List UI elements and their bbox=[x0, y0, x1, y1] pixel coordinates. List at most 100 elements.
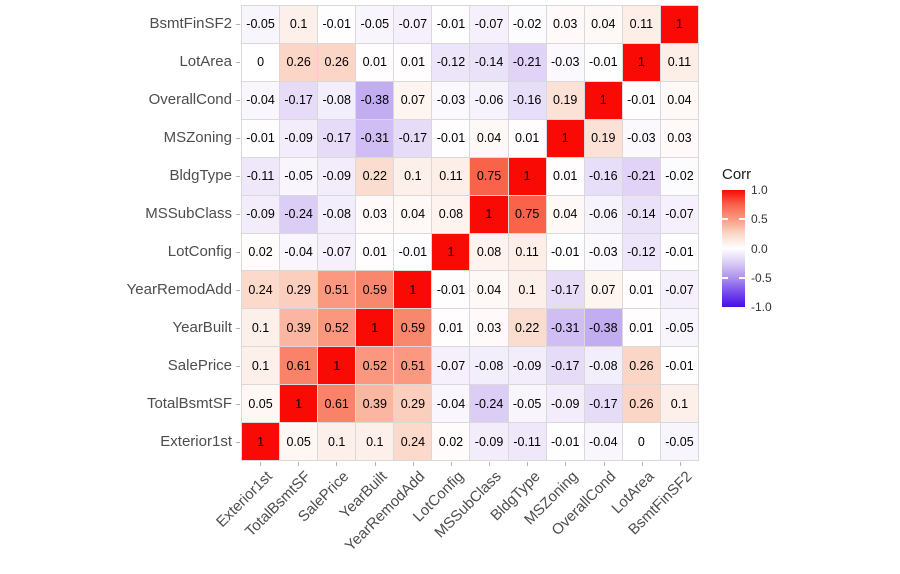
heatmap-cell: -0.21 bbox=[508, 43, 547, 82]
y-axis-tick bbox=[236, 176, 240, 177]
heatmap-cell: 0.1 bbox=[394, 157, 433, 196]
heatmap-cell: -0.17 bbox=[584, 385, 623, 424]
heatmap-cell: 0.01 bbox=[356, 233, 395, 272]
heatmap-cell: -0.07 bbox=[394, 6, 433, 44]
heatmap-cell: 0.61 bbox=[318, 385, 357, 424]
legend-tick-label: 1.0 bbox=[751, 183, 768, 197]
heatmap-cell: 0.51 bbox=[318, 271, 357, 310]
y-axis-tick bbox=[236, 404, 240, 405]
heatmap-cell: -0.02 bbox=[508, 6, 547, 44]
heatmap-cell: -0.17 bbox=[546, 271, 585, 310]
heatmap-cell: 0.61 bbox=[280, 347, 319, 386]
heatmap-cell: 1 bbox=[356, 309, 395, 348]
heatmap-cell: 0.29 bbox=[280, 271, 319, 310]
heatmap-cell: 0.26 bbox=[622, 347, 661, 386]
heatmap-cell: -0.07 bbox=[470, 6, 509, 44]
heatmap-cell: 0.1 bbox=[508, 271, 547, 310]
heatmap-cell: -0.01 bbox=[622, 81, 661, 120]
heatmap-cell: -0.01 bbox=[432, 271, 471, 310]
heatmap-cell: -0.21 bbox=[622, 157, 661, 196]
y-axis-label: LotArea bbox=[179, 53, 232, 70]
y-axis-tick bbox=[236, 252, 240, 253]
heatmap-cell: 0.08 bbox=[432, 195, 471, 234]
heatmap-cell: 0.04 bbox=[394, 195, 433, 234]
y-axis-tick bbox=[236, 24, 240, 25]
heatmap-cell: -0.06 bbox=[470, 81, 509, 120]
legend-tick-label: -0.5 bbox=[751, 270, 772, 285]
x-axis-tick bbox=[336, 462, 338, 466]
heatmap-cell: -0.07 bbox=[660, 271, 699, 310]
heatmap-cell: -0.01 bbox=[432, 6, 471, 44]
heatmap-cell: 0.24 bbox=[394, 423, 433, 461]
y-axis-tick bbox=[236, 328, 240, 329]
heatmap-cell: -0.09 bbox=[318, 157, 357, 196]
heatmap-cell: 0.03 bbox=[470, 309, 509, 348]
heatmap-cell: 0.75 bbox=[470, 157, 509, 196]
heatmap-cell: 0.11 bbox=[660, 43, 699, 82]
legend-tick-mark bbox=[739, 276, 745, 279]
heatmap-cell: -0.07 bbox=[432, 347, 471, 386]
heatmap-cell: -0.09 bbox=[546, 385, 585, 424]
heatmap-cell: 0.26 bbox=[622, 385, 661, 424]
heatmap-cell: 0.04 bbox=[660, 81, 699, 120]
heatmap-cell: 1 bbox=[508, 157, 547, 196]
heatmap-cell: -0.05 bbox=[508, 385, 547, 424]
heatmap-cell: 1 bbox=[394, 271, 433, 310]
y-axis-label: Exterior1st bbox=[160, 433, 232, 450]
x-axis-tick bbox=[260, 462, 262, 466]
heatmap-cell: 0.51 bbox=[394, 347, 433, 386]
heatmap-cell: 0.52 bbox=[318, 309, 357, 348]
heatmap-grid: -0.05 0.1 -0.01 -0.05 -0.07 -0.01 -0.07 -0.02 0.… bbox=[241, 5, 699, 461]
heatmap-cell: 1 bbox=[432, 233, 471, 272]
heatmap-cell: 0.11 bbox=[432, 157, 471, 196]
x-axis-tick bbox=[603, 462, 605, 466]
heatmap-cell: 0 bbox=[242, 43, 281, 82]
y-axis-label: TotalBsmtSF bbox=[146, 395, 232, 412]
heatmap-cell: -0.17 bbox=[318, 119, 357, 158]
heatmap-cell: -0.04 bbox=[432, 385, 471, 424]
heatmap-cell: -0.08 bbox=[318, 195, 357, 234]
y-axis-label: MSZoning bbox=[163, 129, 232, 146]
heatmap-cell: 0.19 bbox=[546, 81, 585, 120]
heatmap-cell: 0.52 bbox=[356, 347, 395, 386]
heatmap-cell: -0.17 bbox=[280, 81, 319, 120]
heatmap-cell: -0.12 bbox=[432, 43, 471, 82]
heatmap-cell: -0.02 bbox=[660, 157, 699, 196]
y-axis-tick bbox=[236, 100, 240, 101]
heatmap-cell: 0.04 bbox=[584, 6, 623, 44]
heatmap-cell: -0.14 bbox=[470, 43, 509, 82]
y-axis-tick bbox=[236, 214, 240, 215]
heatmap-cell: 0.26 bbox=[318, 43, 357, 82]
heatmap-cell: 0.01 bbox=[622, 309, 661, 348]
x-axis-tick bbox=[450, 462, 452, 466]
heatmap-cell: -0.01 bbox=[584, 43, 623, 82]
legend-tick-label: -1.0 bbox=[751, 300, 772, 314]
heatmap-cell: 0.19 bbox=[584, 119, 623, 158]
heatmap-cell: -0.05 bbox=[242, 6, 281, 44]
heatmap-cell: -0.08 bbox=[318, 81, 357, 120]
x-axis-tick bbox=[527, 462, 529, 466]
heatmap-cell: -0.16 bbox=[508, 81, 547, 120]
heatmap-cell: 0.11 bbox=[622, 6, 661, 44]
x-axis-tick bbox=[298, 462, 300, 466]
heatmap-cell: -0.09 bbox=[508, 347, 547, 386]
heatmap-cell: 0.07 bbox=[584, 271, 623, 310]
heatmap-cell: -0.04 bbox=[584, 423, 623, 461]
heatmap-cell: 0.1 bbox=[660, 385, 699, 424]
heatmap-cell: 1 bbox=[318, 347, 357, 386]
heatmap-cell: -0.31 bbox=[356, 119, 395, 158]
heatmap-cell: -0.06 bbox=[584, 195, 623, 234]
legend-tick-mark bbox=[722, 218, 728, 221]
y-axis-label: MSSubClass bbox=[145, 205, 232, 222]
heatmap-cell: 0.26 bbox=[280, 43, 319, 82]
heatmap-cell: 1 bbox=[280, 385, 319, 424]
x-axis-tick bbox=[412, 462, 414, 466]
heatmap-cell: 0.59 bbox=[394, 309, 433, 348]
heatmap-cell: 0.03 bbox=[356, 195, 395, 234]
heatmap-cell: -0.38 bbox=[356, 81, 395, 120]
heatmap-cell: 0.22 bbox=[508, 309, 547, 348]
heatmap-cell: 0.1 bbox=[242, 347, 281, 386]
legend-tick-label: 0.0 bbox=[751, 241, 768, 256]
heatmap-cell: -0.08 bbox=[470, 347, 509, 386]
heatmap-cell: 1 bbox=[660, 6, 699, 44]
